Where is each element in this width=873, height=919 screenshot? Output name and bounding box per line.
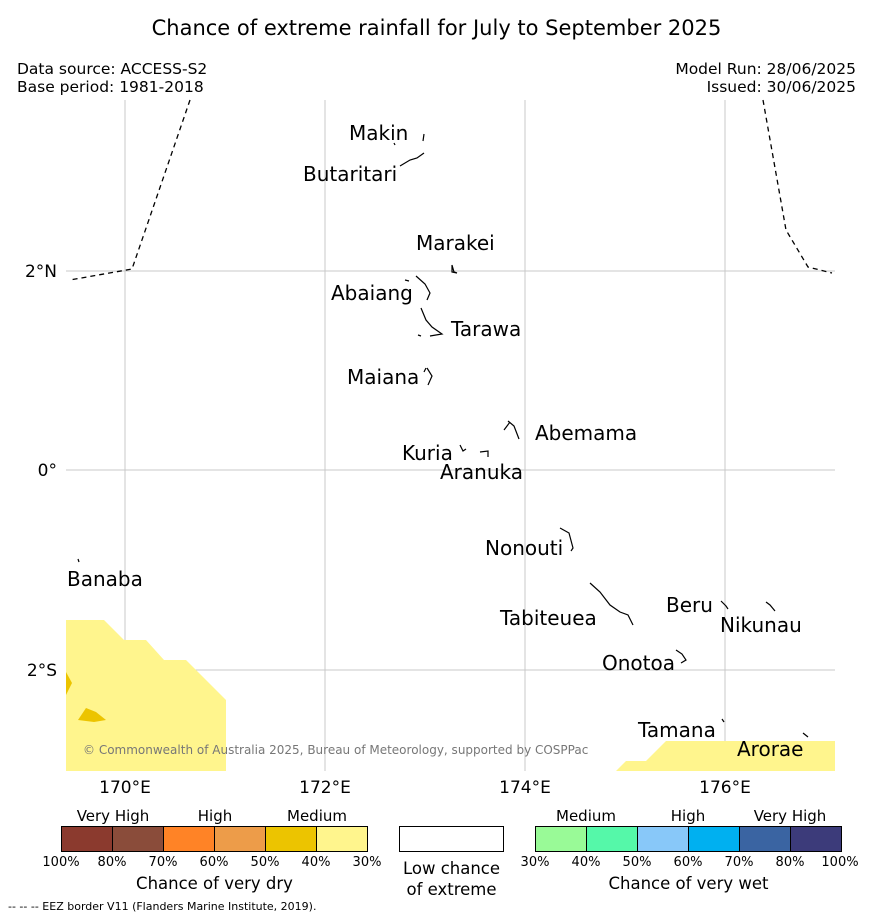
abaiang-outline — [404, 275, 431, 301]
dry-medium-area-west — [66, 620, 226, 771]
copyright-text: © Commonwealth of Australia 2025, Bureau… — [83, 743, 588, 757]
model-run-text: Model Run: 28/06/2025 — [675, 60, 856, 78]
lat-label-2n: 2°N — [25, 262, 57, 282]
low-chance-swatch — [399, 826, 504, 852]
label-onotoa: Onotoa — [602, 651, 675, 675]
issued-text: Issued: 30/06/2025 — [706, 78, 856, 96]
wet-tick-30: 30% — [520, 855, 550, 870]
wet-swatch-3 — [637, 826, 689, 852]
wet-tick-60: 60% — [673, 855, 703, 870]
wet-category-high: High — [670, 807, 706, 825]
dry-swatch-3 — [163, 826, 215, 852]
dry-tick-30: 30% — [352, 855, 382, 870]
label-makin: Makin — [349, 121, 408, 145]
label-tarawa: Tarawa — [450, 317, 521, 341]
label-marakei: Marakei — [416, 231, 495, 255]
tarawa-outline — [417, 307, 444, 337]
label-banaba: Banaba — [67, 567, 143, 591]
abemama-outline — [503, 420, 520, 440]
meta-right: Model Run: 28/06/2025 Issued: 30/06/2025 — [675, 60, 856, 96]
low-legend-line1: Low chance — [402, 859, 501, 878]
label-nikunau: Nikunau — [720, 613, 802, 637]
nonouti-outline — [559, 527, 574, 552]
makin-outline — [393, 133, 425, 146]
dry-category-high: High — [197, 807, 233, 825]
data-source-text: Data source: ACCESS-S2 — [17, 60, 208, 78]
lat-label-2s: 2°S — [27, 661, 57, 681]
label-abaiang: Abaiang — [331, 281, 413, 305]
gridlines — [66, 100, 835, 771]
dry-swatch-2 — [112, 826, 164, 852]
label-kuria: Kuria — [402, 441, 453, 465]
butaritari-outline — [399, 152, 425, 167]
lon-label-170e: 170°E — [99, 778, 151, 798]
wet-swatch-5 — [739, 826, 791, 852]
label-tabiteuea: Tabiteuea — [499, 606, 597, 630]
kuria-aranuka-outline — [459, 444, 489, 457]
dry-category-medium: Medium — [287, 807, 347, 825]
label-beru: Beru — [666, 593, 713, 617]
wet-tick-70: 70% — [724, 855, 754, 870]
island-outlines — [77, 133, 809, 738]
wet-category-very-high: Very High — [753, 807, 827, 825]
axis-labels: 170°E 172°E 174°E 176°E 2°N 0° 2°S — [25, 262, 751, 798]
wet-swatch-1 — [535, 826, 587, 852]
dry-tick-60: 60% — [199, 855, 229, 870]
dry-tick-80: 80% — [97, 855, 127, 870]
eez-footer-note: -- -- -- EEZ border V11 (Flanders Marine… — [8, 900, 317, 913]
dry-tick-50: 50% — [250, 855, 280, 870]
wet-tick-40: 40% — [571, 855, 601, 870]
wet-tick-80: 80% — [775, 855, 805, 870]
dry-tick-70: 70% — [148, 855, 178, 870]
tamana-outline — [721, 718, 725, 723]
onotoa-outline — [675, 649, 687, 664]
eez-border-west — [69, 99, 191, 281]
meta-left: Data source: ACCESS-S2 Base period: 1981… — [17, 60, 207, 96]
lon-label-176e: 176°E — [699, 778, 751, 798]
dry-swatch-1 — [61, 826, 113, 852]
dry-swatch-5 — [265, 826, 317, 852]
dry-swatch-6 — [316, 826, 368, 852]
wet-legend-title: Chance of very wet — [608, 874, 769, 893]
label-nonouti: Nonouti — [485, 536, 563, 560]
dry-legend-title: Chance of very dry — [136, 874, 293, 893]
label-arorae: Arorae — [737, 737, 803, 761]
dry-tick-100: 100% — [42, 855, 80, 870]
dry-medium-area-east — [616, 741, 835, 771]
label-abemama: Abemama — [535, 421, 637, 445]
base-period-text: Base period: 1981-2018 — [17, 78, 204, 96]
dry-swatch-4 — [214, 826, 266, 852]
wet-tick-50: 50% — [622, 855, 652, 870]
lat-label-0: 0° — [38, 461, 57, 481]
beru-outline — [720, 600, 729, 610]
dry-medium-patch-west — [66, 672, 72, 695]
island-labels: Makin Butaritari Marakei Abaiang Tarawa … — [67, 121, 803, 761]
dry-tick-40: 40% — [301, 855, 331, 870]
wet-tick-100: 100% — [821, 855, 859, 870]
label-tamana: Tamana — [637, 718, 716, 742]
nikunau-outline — [765, 601, 776, 612]
label-butaritari: Butaritari — [303, 162, 397, 186]
lon-label-172e: 172°E — [299, 778, 351, 798]
low-legend-line2: of extreme — [406, 880, 497, 899]
arorae-outline — [802, 732, 809, 738]
dry-category-very-high: Very High — [76, 807, 150, 825]
eez-border-east — [762, 99, 833, 274]
eez-border — [69, 99, 833, 281]
label-maiana: Maiana — [347, 365, 419, 389]
marakei-outline — [451, 264, 458, 274]
wet-swatch-4 — [688, 826, 740, 852]
wet-swatch-2 — [586, 826, 638, 852]
maiana-outline — [423, 367, 433, 386]
dry-medium-patch-south — [78, 708, 106, 722]
tabiteuea-outline — [589, 582, 634, 626]
lon-label-174e: 174°E — [499, 778, 551, 798]
wet-swatch-6 — [790, 826, 842, 852]
map-title: Chance of extreme rainfall for July to S… — [151, 16, 722, 40]
wet-category-medium: Medium — [556, 807, 616, 825]
label-aranuka: Aranuka — [440, 460, 523, 484]
banaba-outline — [77, 558, 80, 563]
